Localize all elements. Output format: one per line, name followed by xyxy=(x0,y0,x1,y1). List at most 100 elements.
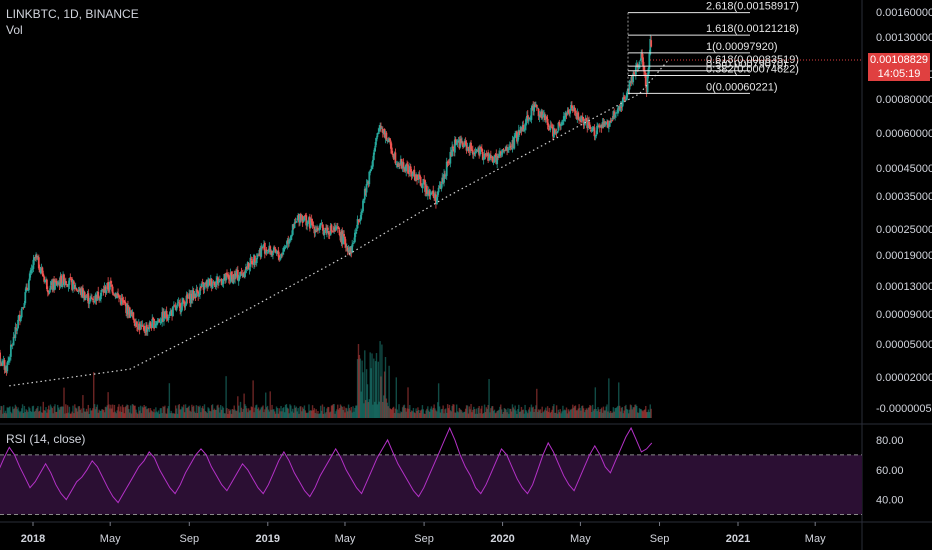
volume-bar xyxy=(522,409,524,418)
candle-body xyxy=(492,162,495,164)
candle-body xyxy=(3,360,6,370)
candle-body xyxy=(555,132,558,133)
rsi-line xyxy=(0,426,653,504)
candle-body xyxy=(216,277,218,281)
candle-body xyxy=(270,251,273,254)
volume-bar xyxy=(596,411,598,418)
candle-body xyxy=(353,232,356,242)
volume-bar xyxy=(373,401,376,418)
candle-body xyxy=(391,153,394,156)
volume-bar xyxy=(266,405,269,418)
candle-body xyxy=(250,258,253,260)
volume-bar xyxy=(384,357,387,418)
volume-bar xyxy=(120,406,122,418)
candle-body xyxy=(540,110,543,117)
candle-body xyxy=(49,285,52,290)
candle-body xyxy=(601,122,604,128)
volume-bar xyxy=(227,413,229,418)
candle-body xyxy=(447,161,450,163)
candle-body xyxy=(642,57,644,66)
volume-bar xyxy=(425,410,427,418)
candle-body xyxy=(479,148,481,155)
volume-bar xyxy=(63,387,65,418)
candle-body xyxy=(42,273,45,277)
candle-body xyxy=(235,273,237,276)
volume-bar xyxy=(43,410,45,418)
volume-bar xyxy=(161,413,163,418)
volume-bar xyxy=(71,411,73,418)
volume-bar xyxy=(30,412,33,418)
volume-bar xyxy=(608,378,610,418)
last-price-tag: 0.00108829 xyxy=(868,53,930,67)
candle-body xyxy=(532,105,535,111)
volume-bar xyxy=(263,412,265,418)
volume-bar xyxy=(299,406,301,418)
volume-bar xyxy=(594,387,597,418)
candle-body xyxy=(17,319,19,329)
candle-body xyxy=(294,222,297,224)
candle-body xyxy=(637,67,640,69)
volume-bar xyxy=(369,352,371,418)
volume-bar xyxy=(491,406,494,418)
candle-body xyxy=(206,280,209,287)
volume-bar xyxy=(360,391,362,418)
candle-body xyxy=(624,100,626,102)
candle-body xyxy=(147,327,150,329)
candle-body xyxy=(298,213,300,223)
candle-body xyxy=(362,200,364,212)
candle-body xyxy=(240,272,243,274)
volume-bar xyxy=(579,407,581,418)
candle-body xyxy=(509,145,512,147)
price-axis-label: 0.00035000 xyxy=(876,191,932,203)
volume-bar xyxy=(570,409,572,418)
candle-body xyxy=(420,185,423,188)
volume-bar xyxy=(79,409,81,418)
candle-body xyxy=(388,138,391,143)
volume-bar xyxy=(295,406,298,418)
volume-bar xyxy=(504,408,506,418)
volume-bar xyxy=(547,411,550,418)
volume-bar xyxy=(362,372,364,418)
volume-bar xyxy=(308,404,310,418)
volume-bar xyxy=(372,404,374,418)
volume-bar xyxy=(321,404,324,418)
candle-body xyxy=(219,279,222,281)
volume-bar xyxy=(140,413,143,418)
candle-body xyxy=(580,116,583,121)
volume-bar xyxy=(351,412,353,418)
volume-bar xyxy=(541,406,543,418)
volume-bar xyxy=(412,407,415,418)
candle-body xyxy=(482,157,485,160)
volume-bar xyxy=(455,404,458,418)
candle-body xyxy=(339,235,342,241)
candle-body xyxy=(525,119,527,126)
candle-body xyxy=(516,137,519,142)
volume-bar xyxy=(402,405,405,418)
candle-body xyxy=(343,234,345,237)
candle-body xyxy=(279,257,282,260)
volume-bar xyxy=(202,408,205,418)
volume-bar xyxy=(185,407,188,418)
volume-bar xyxy=(401,407,404,418)
volume-bar xyxy=(29,411,32,418)
candle-body xyxy=(616,108,619,113)
candle-body xyxy=(110,284,113,287)
volume-bar xyxy=(391,409,393,418)
candle-body xyxy=(230,271,233,276)
volume-bar xyxy=(329,411,332,418)
volume-bar xyxy=(365,369,368,418)
candle-body xyxy=(600,125,603,128)
volume-bar xyxy=(577,408,579,418)
volume-bar xyxy=(265,407,268,418)
candle-body xyxy=(354,232,357,233)
candle-body xyxy=(149,322,152,327)
volume-bar xyxy=(415,408,417,418)
volume-bar xyxy=(483,404,486,418)
volume-bar xyxy=(291,411,293,418)
candle-body xyxy=(580,119,582,123)
price-axis-label: 0.00160000 xyxy=(876,7,932,19)
candle-body xyxy=(371,159,374,167)
volume-bar xyxy=(590,405,592,418)
candle-body xyxy=(428,191,431,197)
